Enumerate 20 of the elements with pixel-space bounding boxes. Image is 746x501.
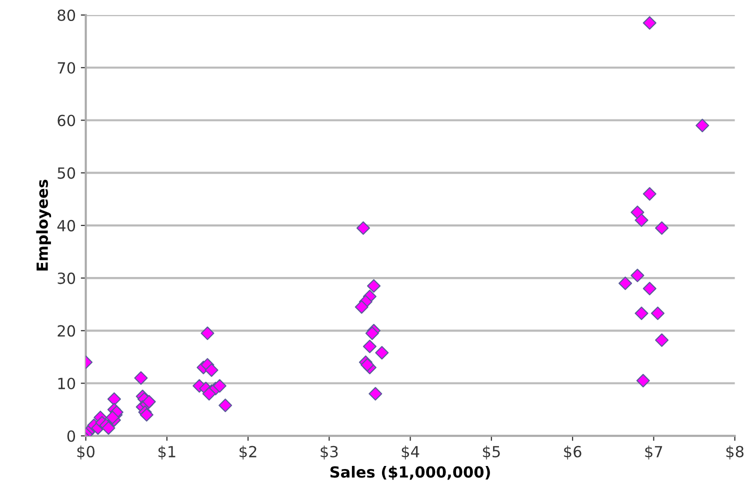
y-axis-title: Employees (36, 180, 52, 270)
x-tick-label: $7 (645, 446, 662, 460)
x-tick-label: $3 (320, 446, 338, 460)
x-tick-label: $2 (240, 446, 256, 460)
y-tick-label: 50 (58, 167, 76, 179)
y-tick-label: 20 (58, 325, 76, 337)
y-tick-label: 70 (58, 62, 76, 74)
y-tick-label: 40 (57, 220, 76, 232)
x-tick-label: $1 (158, 446, 176, 460)
x-tick-label: $6 (564, 446, 582, 460)
y-tick-label: 10 (58, 378, 76, 390)
y-tick-label: 0 (67, 430, 76, 442)
x-tick-label: $8 (726, 446, 744, 460)
y-tick-label: 30 (58, 272, 76, 284)
x-tick-label: $4 (402, 446, 420, 460)
y-tick-label: 60 (58, 114, 76, 126)
y-tick-label: 80 (58, 9, 76, 22)
x-tick-label: $5 (482, 446, 500, 460)
x-tick-label: $0 (77, 446, 94, 460)
x-axis-title: Sales ($1,000,000) (330, 466, 490, 480)
